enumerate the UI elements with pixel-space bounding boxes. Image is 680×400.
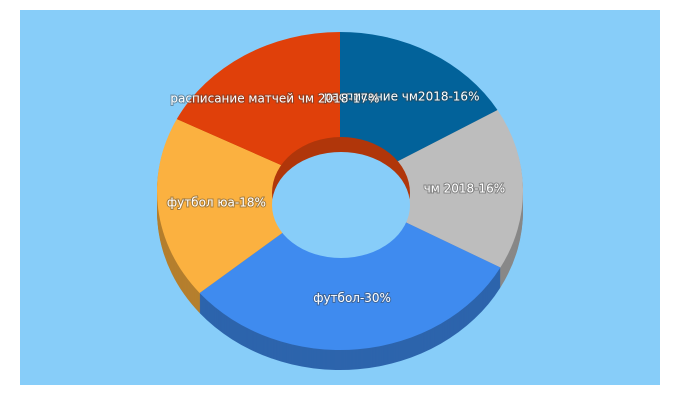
slice	[157, 119, 340, 293]
slice-label: чм 2018-16%	[424, 182, 506, 196]
hole	[272, 152, 410, 258]
slice-label: футбол-30%	[313, 291, 391, 305]
slice	[340, 110, 523, 268]
slice	[199, 191, 501, 350]
slice-label: футбол юа-18%	[167, 196, 266, 210]
slice-label: расписание чм2018-16%	[324, 90, 480, 104]
slice-label: расписание матчей чм 2018-17%	[170, 91, 379, 105]
